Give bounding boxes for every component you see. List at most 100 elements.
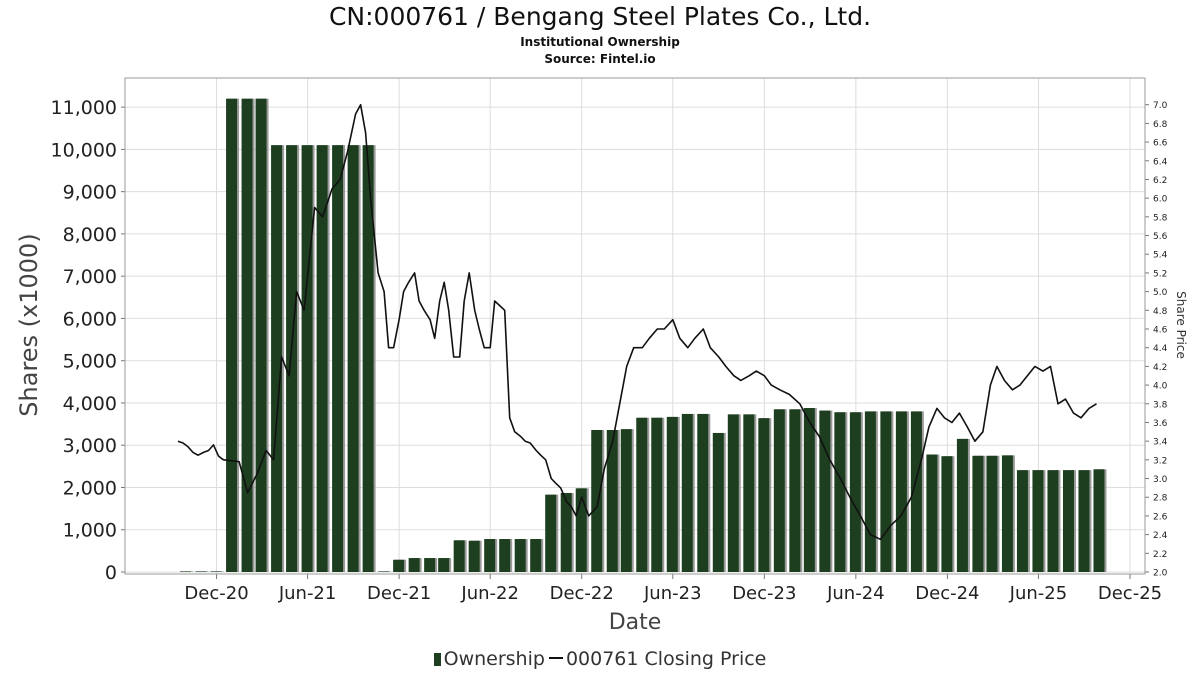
y2-tick-label: 2.6 (1153, 512, 1168, 522)
legend-line-label: 000761 Closing Price (565, 648, 767, 670)
ownership-bar (636, 417, 648, 572)
ownership-bar (286, 145, 298, 572)
ownership-bar (1001, 455, 1013, 572)
ownership-bar (1078, 470, 1090, 572)
x-tick-label: Dec-22 (550, 583, 614, 604)
chart-source: Source: Fintel.io (544, 52, 656, 66)
y-tick-label: 10,000 (51, 139, 117, 161)
ownership-bar (606, 430, 618, 572)
chart-legend: Ownership 000761 Closing Price (0, 648, 1200, 670)
legend-bar-label: Ownership (443, 648, 545, 670)
y2-tick-label: 2.2 (1153, 550, 1167, 560)
ownership-bar (1047, 470, 1059, 572)
ownership-bar (453, 540, 465, 572)
ownership-bar (941, 456, 953, 572)
x-tick-label: Jun-21 (278, 583, 337, 604)
y2-tick-label: 3.4 (1153, 438, 1168, 448)
ownership-bar (895, 411, 907, 572)
y2-tick-label: 6.6 (1153, 139, 1168, 149)
x-tick-label: Dec-20 (184, 583, 248, 604)
y2-tick-label: 5.4 (1153, 251, 1168, 261)
ownership-bar (180, 571, 192, 572)
y2-tick-label: 4.8 (1153, 307, 1168, 317)
ownership-bar (514, 539, 526, 572)
x-tick-label: Dec-23 (732, 583, 796, 604)
ownership-bar (241, 98, 253, 573)
ownership-bar (712, 432, 724, 572)
ownership-bar (1062, 470, 1074, 572)
ownership-bar (727, 414, 739, 572)
ownership-bar (271, 145, 283, 572)
y2-tick-label: 6.4 (1153, 157, 1168, 167)
ownership-bar (773, 409, 785, 572)
y-axis-title: Shares (x1000) (15, 233, 43, 416)
ownership-bar (1032, 470, 1044, 572)
y-tick-label: 9,000 (63, 182, 117, 204)
ownership-bar (408, 558, 420, 572)
y-tick-label: 7,000 (63, 266, 117, 288)
y-tick-label: 3,000 (63, 435, 117, 457)
ownership-bar (468, 540, 480, 572)
ownership-bar (743, 414, 755, 572)
y-tick-label: 1,000 (63, 520, 117, 542)
y2-tick-label: 5.0 (1153, 288, 1168, 298)
y2-tick-label: 4.2 (1153, 363, 1167, 373)
y2-tick-label: 3.8 (1153, 400, 1168, 410)
ownership-bar (956, 438, 968, 572)
ownership-bar (910, 411, 922, 572)
ownership-bar (681, 413, 693, 572)
ownership-bar (789, 409, 801, 572)
x-tick-label: Dec-21 (367, 583, 431, 604)
chart-title: CN:000761 / Bengang Steel Plates Co., Lt… (328, 2, 872, 31)
y-tick-label: 8,000 (63, 224, 117, 246)
y2-tick-label: 3.2 (1153, 456, 1167, 466)
ownership-bar (926, 454, 938, 572)
ownership-bar (834, 412, 846, 572)
ownership-bar (499, 539, 511, 572)
ownership-bar (758, 418, 770, 572)
y2-tick-label: 5.2 (1153, 269, 1167, 279)
ownership-bar (1093, 469, 1105, 572)
ownership-bar (255, 98, 267, 573)
y2-tick-label: 3.0 (1153, 475, 1168, 485)
ownership-bar (301, 145, 313, 572)
line-layer (177, 103, 1097, 541)
y2-tick-label: 5.8 (1153, 213, 1168, 223)
y-tick-label: 11,000 (51, 97, 117, 119)
ownership-bar (393, 559, 405, 572)
ownership-bar (316, 145, 328, 572)
ownership-bar (332, 145, 344, 572)
y2-tick-label: 3.6 (1153, 419, 1168, 429)
y2-axis-title: Share Price (1174, 291, 1188, 359)
ownership-bar (378, 571, 390, 572)
ownership-bar (226, 98, 238, 573)
ownership-bar (438, 558, 450, 572)
ownership-bar (424, 558, 436, 572)
y2-tick-label: 2.0 (1153, 569, 1168, 579)
y2-tick-label: 4.0 (1153, 382, 1168, 392)
ownership-bar (986, 455, 998, 572)
y-tick-label: 5,000 (63, 351, 117, 373)
x-tick-label: Dec-25 (1098, 583, 1162, 604)
ownership-bar (819, 410, 831, 572)
y-tick-label: 2,000 (63, 477, 117, 499)
ownership-bar (545, 494, 557, 572)
x-tick-label: Jun-24 (826, 583, 885, 604)
ownership-bar (697, 413, 709, 572)
ownership-bar (651, 417, 663, 572)
ownership-bar (666, 416, 678, 572)
ownership-bar (362, 145, 374, 572)
ownership-bar (591, 430, 603, 572)
y2-tick-label: 6.2 (1153, 176, 1167, 186)
x-tick-label: Dec-24 (915, 583, 979, 604)
ownership-bar (849, 412, 861, 572)
y2-tick-label: 4.4 (1153, 344, 1168, 354)
plot-area-frame (124, 77, 1146, 575)
ownership-bar (560, 492, 572, 572)
x-axis-title: Date (609, 610, 662, 635)
ownership-bar (530, 539, 542, 572)
chart-subtitle: Institutional Ownership (520, 35, 680, 49)
bar-layer (180, 98, 1107, 573)
y2-tick-label: 6.8 (1153, 120, 1168, 130)
